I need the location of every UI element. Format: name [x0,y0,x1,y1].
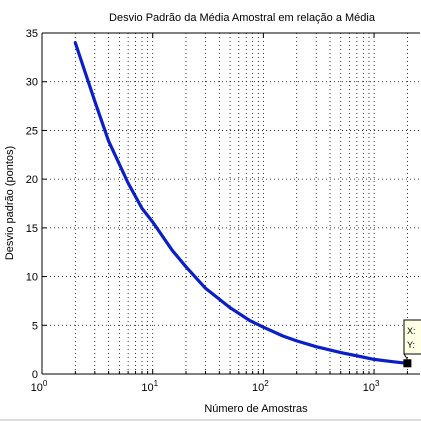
x-tick-label-exponent: 3 [375,379,380,388]
y-tick-label: 20 [26,174,38,186]
y-tick-label: 10 [26,272,38,284]
datatip-x-label: X: [407,326,416,336]
x-tick-label: 103 [363,379,380,394]
y-tick-label: 15 [26,223,38,235]
y-tick-label: 30 [26,77,38,89]
axes [41,32,420,375]
y-tick-label: 25 [26,125,38,137]
x-tick-label-base: 10 [363,382,375,394]
x-tick-label-base: 10 [31,382,43,394]
x-axis-label: Número de Amostras [204,403,308,415]
series-layer [73,41,409,365]
datatip-box [403,319,421,355]
y-tick-label: 5 [32,320,38,332]
datatip-y-label: Y: [407,340,415,350]
datatip-marker [403,359,412,368]
x-tick-label-base: 10 [252,382,264,394]
datatip[interactable]: X: Y: [403,319,421,368]
x-tick-label-exponent: 0 [43,379,48,388]
x-tick-label: 101 [141,379,158,394]
x-tick-label: 102 [252,379,269,394]
x-tick-label-exponent: 1 [154,379,159,388]
x-tick-label-base: 10 [141,382,153,394]
datatip-pointer [403,353,408,360]
y-axis-label: Desvio padrão (pontos) [4,146,16,260]
series-line [73,41,409,365]
plot-area [42,33,420,374]
x-tick-label-exponent: 2 [264,379,269,388]
chart-title: Desvio Padrão da Média Amostral em relaç… [109,12,376,24]
y-tick-label: 0 [32,369,38,381]
y-tick-label: 35 [26,28,38,40]
x-tick-label: 100 [31,379,48,394]
